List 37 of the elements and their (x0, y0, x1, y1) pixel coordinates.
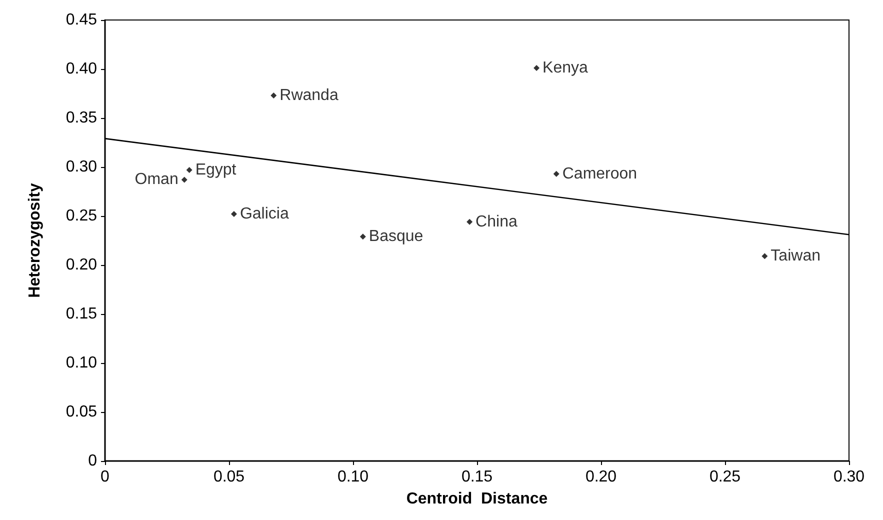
point (186, 166, 192, 173)
y-tick-label: 0.05 (66, 404, 98, 420)
x-tick-label: 0.05 (213, 468, 245, 486)
y-tick-label: 0.25 (66, 208, 98, 224)
y-tick-label: 0.15 (66, 306, 98, 322)
annotation: Galicia (240, 206, 289, 223)
x-tick-label: 0.15 (461, 468, 493, 486)
annotation: Egypt (195, 161, 237, 178)
annotation: Cameroon (562, 165, 638, 182)
point (534, 65, 540, 72)
y-tick-label: 0.20 (66, 256, 98, 274)
annotation: Kenya (542, 60, 588, 77)
annotation: Taiwan (770, 248, 820, 265)
x-axis-title: Centroid Distance (406, 490, 548, 508)
y-axis-title: Heterozygosity (26, 183, 44, 298)
y-tick-label: 0.30 (66, 158, 98, 176)
point (360, 234, 366, 240)
x-tick-label: 0.30 (833, 468, 865, 486)
y-tick-label: 0.45 (66, 12, 98, 28)
x-tick-label: 0.25 (709, 468, 741, 486)
y-tick-label: 0 (88, 452, 98, 470)
point (270, 92, 277, 98)
x-tick-label: 0.20 (585, 468, 617, 486)
y-tick-label: 0.40 (66, 60, 98, 78)
annotation: Basque (368, 228, 424, 246)
point (230, 211, 237, 218)
point (466, 218, 473, 225)
y-tick-label: 0.10 (66, 354, 98, 372)
point (762, 253, 768, 260)
y-tick-label: 0.35 (66, 110, 98, 126)
annotation: China (476, 213, 518, 230)
point (553, 170, 560, 177)
annotation: Oman (134, 171, 178, 188)
x-tick-label: 0 (100, 468, 110, 486)
point (181, 176, 188, 183)
x-tick-label: 0.10 (337, 468, 369, 486)
annotation: Rwanda (280, 86, 338, 104)
